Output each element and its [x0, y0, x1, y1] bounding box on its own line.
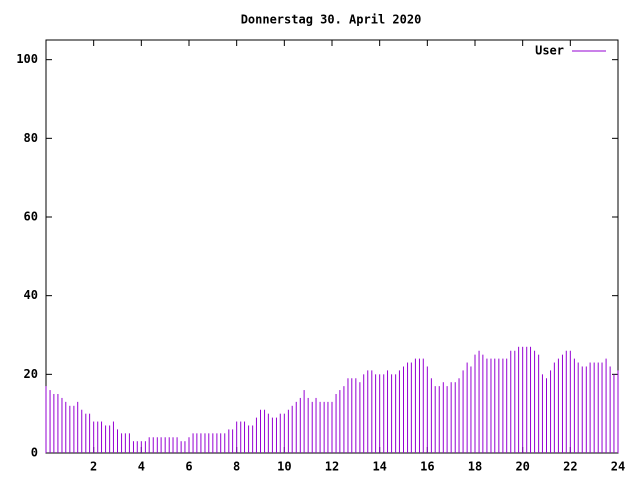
y-tick-label: 80 [24, 131, 38, 145]
x-tick-label: 20 [515, 460, 529, 474]
x-tick-label: 14 [372, 460, 386, 474]
x-tick-label: 22 [563, 460, 577, 474]
x-tick-label: 12 [325, 460, 339, 474]
y-tick-label: 40 [24, 288, 38, 302]
legend-label: User [535, 44, 564, 58]
y-tick-label: 20 [24, 367, 38, 381]
x-tick-label: 16 [420, 460, 434, 474]
x-tick-label: 10 [277, 460, 291, 474]
y-tick-label: 100 [16, 52, 38, 66]
x-tick-label: 6 [185, 460, 192, 474]
chart-title: Donnerstag 30. April 2020 [241, 13, 422, 27]
x-tick-label: 24 [611, 460, 625, 474]
x-tick-label: 8 [233, 460, 240, 474]
x-tick-label: 18 [468, 460, 482, 474]
x-tick-label: 4 [138, 460, 145, 474]
y-tick-label: 60 [24, 210, 38, 224]
y-tick-label: 0 [31, 446, 38, 460]
x-tick-label: 2 [90, 460, 97, 474]
